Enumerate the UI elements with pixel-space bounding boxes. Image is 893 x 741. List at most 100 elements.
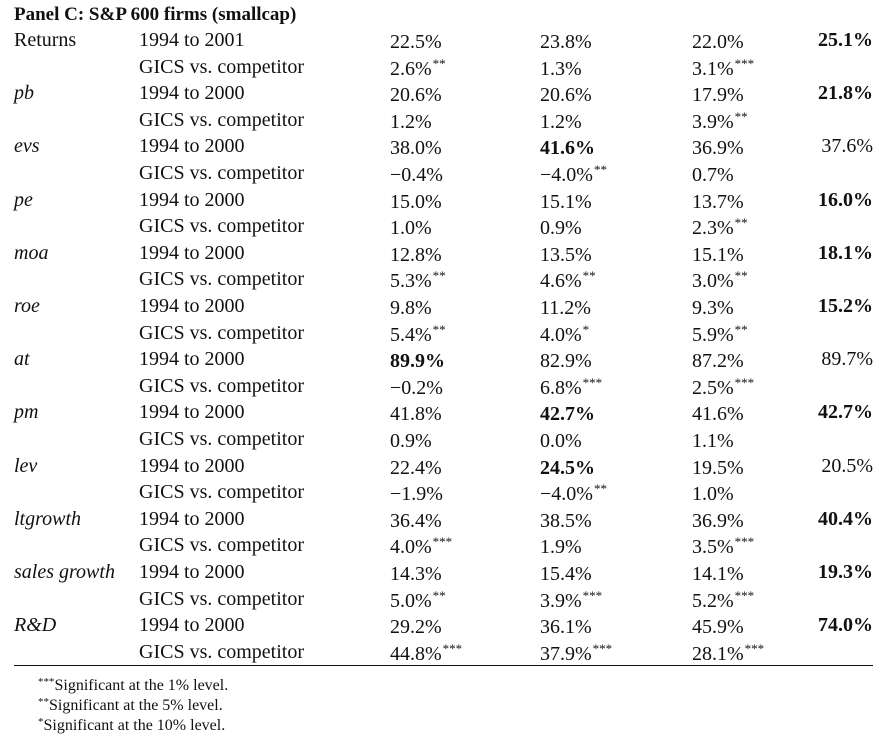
cell-col-1: 29.2% [390, 614, 443, 639]
variable-label-text: moa [14, 241, 49, 264]
cell-col-4: 18.1% [818, 242, 873, 265]
table-bottom-rule [14, 665, 873, 666]
cell-col-1: 41.8% [390, 401, 443, 426]
significance-stars: *** [734, 534, 755, 550]
table-row: GICS vs. competitor −1.9% −4.0%** 1.0% [0, 481, 893, 507]
period-label-text: GICS vs. competitor [139, 534, 304, 557]
cell-col-3-text: 2.5% [692, 376, 734, 399]
cell-col-2-text: 24.5% [540, 456, 595, 479]
cell-col-2-text: 1.3% [540, 57, 582, 80]
footnote-text: Significant at the 10% level. [43, 717, 226, 734]
cell-col-1-text: 14.3% [390, 563, 442, 585]
significance-stars: *** [734, 374, 755, 390]
significance-stars: ** [734, 215, 748, 231]
cell-col-1-text: 38.0% [390, 137, 442, 160]
cell-col-4-text: 89.7% [821, 348, 873, 371]
cell-col-3-text: 1.1% [692, 430, 734, 452]
cell-col-2: 15.4% [540, 561, 593, 586]
cell-col-3-text: 22.0% [692, 31, 744, 53]
table-row: GICS vs. competitor −0.2% 6.8%*** 2.5%*** [0, 375, 893, 401]
cell-col-2-text: 3.9% [540, 589, 582, 612]
cell-col-2-text: 6.8% [540, 376, 582, 399]
variable-label-text: sales growth [14, 561, 115, 583]
cell-col-1: 14.3% [390, 561, 443, 586]
table-row: GICS vs. competitor 1.0% 0.9% 2.3%** [0, 215, 893, 241]
table-row: GICS vs. competitor 5.3%** 4.6%** 3.0%** [0, 268, 893, 294]
cell-col-2: 1.3% [540, 56, 583, 81]
cell-col-2: 20.6% [540, 82, 593, 107]
cell-col-3: 19.5% [692, 455, 745, 480]
significance-stars: *** [744, 640, 765, 656]
cell-col-1: 5.0%** [390, 588, 446, 613]
cell-col-3-text: 3.0% [692, 270, 734, 293]
significance-stars: * [582, 321, 590, 337]
cell-col-3: 36.9% [692, 135, 745, 160]
significance-stars: ** [432, 55, 446, 71]
cell-col-1: −1.9% [390, 481, 444, 506]
cell-col-4-text: 42.7% [818, 401, 873, 424]
cell-col-2: 36.1% [540, 614, 593, 639]
cell-col-2: −4.0%** [540, 162, 607, 187]
period-label-text: 1994 to 2000 [139, 241, 245, 264]
cell-col-2-text: 13.5% [540, 243, 592, 266]
cell-col-2: 1.9% [540, 534, 583, 559]
footnote-item: **Significant at the 5% level. [38, 696, 223, 715]
cell-col-3-text: 2.3% [692, 217, 734, 240]
cell-col-1-text: 9.8% [390, 297, 432, 319]
cell-col-3-text: 15.1% [692, 243, 744, 266]
cell-col-1-text: 2.6% [390, 57, 432, 80]
variable-label-text: R&D [14, 614, 57, 637]
cell-col-3-text: 87.2% [692, 350, 744, 373]
cell-col-3: 45.9% [692, 614, 745, 639]
table-row: GICS vs. competitor 5.4%** 4.0%* 5.9%** [0, 322, 893, 348]
cell-col-3: 3.1%*** [692, 56, 754, 81]
significance-stars: ** [734, 321, 748, 337]
cell-col-1: −0.2% [390, 375, 444, 400]
cell-col-4-text: 20.5% [821, 454, 873, 477]
period-label: GICS vs. competitor [139, 215, 304, 238]
cell-col-3: 2.5%*** [692, 375, 754, 400]
cell-col-2: 13.5% [540, 242, 593, 267]
table-row: sales growth 1994 to 2000 14.3% 15.4% 14.1% 1… [0, 561, 893, 587]
cell-col-3-text: 17.9% [692, 84, 744, 107]
period-label: GICS vs. competitor [139, 428, 304, 451]
cell-col-2-text: 38.5% [540, 509, 592, 532]
variable-label: roe [14, 295, 40, 318]
cell-col-3: 5.2%*** [692, 588, 754, 613]
significance-stars: ** [432, 268, 446, 284]
cell-col-2-text: 4.0% [540, 323, 582, 346]
significance-stars: *** [734, 587, 755, 603]
panel-title: Panel C: S&P 600 firms (smallcap) [14, 4, 297, 25]
cell-col-1: 5.4%** [390, 322, 446, 347]
cell-col-1: 1.2% [390, 109, 433, 134]
period-label-text: GICS vs. competitor [139, 481, 304, 504]
variable-label-text: pb [14, 82, 34, 105]
cell-col-3-text: 36.9% [692, 509, 744, 532]
table-row: GICS vs. competitor −0.4% −4.0%** 0.7% [0, 162, 893, 188]
significance-stars: ** [432, 321, 446, 337]
cell-col-3-text: 28.1% [692, 642, 744, 665]
cell-col-2: 3.9%*** [540, 588, 602, 613]
cell-col-3-text: 41.6% [692, 403, 744, 426]
cell-col-3: 28.1%*** [692, 641, 764, 666]
cell-col-3-text: 0.7% [692, 164, 734, 186]
cell-col-4-text: 18.1% [818, 241, 873, 264]
period-label: 1994 to 2000 [139, 348, 245, 371]
cell-col-2: 82.9% [540, 348, 593, 373]
table-row: ltgrowth 1994 to 2000 36.4% 38.5% 36.9% 40.4% [0, 508, 893, 534]
cell-col-2-text: 0.9% [540, 217, 582, 240]
significance-stars: *** [582, 587, 603, 603]
table-row: GICS vs. competitor 4.0%*** 1.9% 3.5%*** [0, 534, 893, 560]
period-label: 1994 to 2000 [139, 189, 245, 212]
cell-col-2: 42.7% [540, 401, 596, 426]
cell-col-2-text: 0.0% [540, 430, 582, 452]
footnote-text: Significant at the 5% level. [49, 697, 223, 714]
variable-label: pe [14, 189, 33, 212]
cell-col-2: 38.5% [540, 508, 593, 533]
period-label: GICS vs. competitor [139, 534, 304, 557]
period-label-text: 1994 to 2001 [139, 29, 245, 51]
cell-col-1: 9.8% [390, 295, 433, 320]
cell-col-2-text: 23.8% [540, 31, 592, 53]
cell-col-4-text: 16.0% [818, 188, 873, 211]
cell-col-3-text: 45.9% [692, 616, 744, 639]
